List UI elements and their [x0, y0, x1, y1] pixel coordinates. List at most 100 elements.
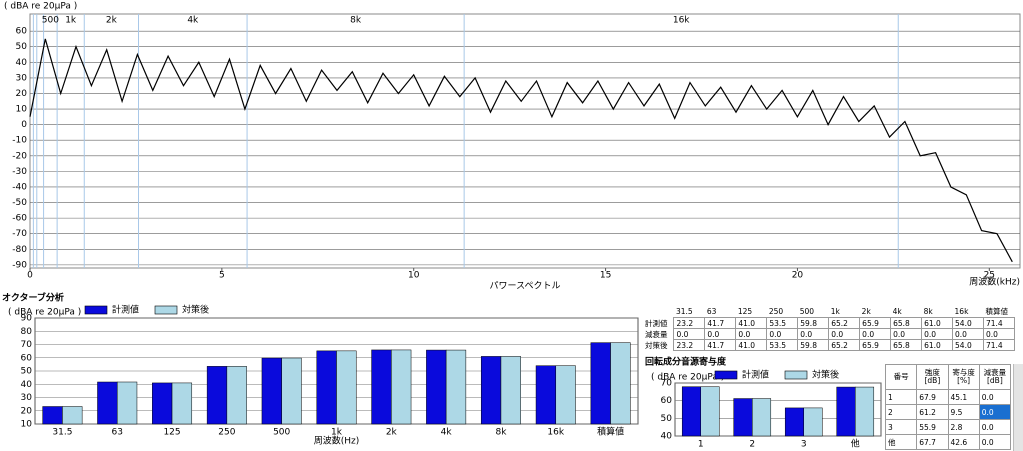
column-header: 減衰量[dB] — [978, 364, 1012, 390]
bar — [681, 386, 701, 437]
column-header: 31.5 — [675, 307, 693, 316]
table-row: 計測値 23.2 41.7 41.0 53.5 59.8 65.2 65.9 65.8 61.0 5… — [643, 317, 1016, 329]
x-tick-label: 2k — [386, 428, 398, 438]
x-tick-label: 5 — [219, 271, 225, 281]
column-header: 125 — [737, 307, 753, 316]
table-cell: 61.0 — [921, 339, 954, 351]
y-tick-label: 80 — [21, 327, 33, 337]
bar — [610, 342, 631, 425]
x-tick-label: 125 — [163, 428, 180, 438]
column-header: 寄与度[%] — [947, 364, 980, 390]
table-cell: 0.0 — [952, 328, 984, 340]
table-cell: 1 — [884, 389, 918, 405]
x-tick-label: 25 — [984, 271, 995, 281]
row-label: 対策後 — [645, 340, 668, 350]
octave-chart: オクターブ分析 ( dBA re 20μPa ) 計測値 対策後 10 20 30 40 50 6… — [2, 292, 639, 447]
table-cell: 41.7 — [704, 339, 737, 351]
bar — [555, 365, 576, 425]
table-cell: 59.8 — [797, 317, 830, 329]
bar — [590, 342, 611, 425]
table-cell: 2 — [884, 404, 918, 420]
y-tick-label: -20 — [12, 151, 27, 161]
table-cell: 0.0 — [978, 389, 1012, 405]
band-label: 4k — [187, 16, 199, 26]
x-tick-label: 500 — [273, 428, 290, 438]
y-tick-label: -60 — [12, 214, 27, 224]
bar — [855, 386, 875, 437]
octave-table: 31.5 63 125 250 500 1k 2k 4k 8k 16k 積算値 計測値 23.2 41.7… — [643, 306, 1016, 351]
bar — [803, 407, 823, 437]
column-header: 4k — [892, 307, 902, 316]
x-tick-label: 10 — [408, 271, 420, 281]
table-cell: 65.8 — [890, 339, 923, 351]
table-cell: 61.2 — [916, 404, 949, 420]
column-header: 番号 — [884, 364, 918, 390]
y-tick-label: 10 — [16, 105, 28, 115]
bar — [206, 366, 228, 425]
y-tick-label: -40 — [12, 182, 27, 192]
bar — [261, 357, 282, 425]
table-cell: 0.0 — [982, 328, 1016, 340]
table-row: 他 67.7 42.6 0.0 — [884, 434, 1012, 450]
y-tick-label: -50 — [12, 198, 27, 208]
x-tick-label: 他 — [851, 438, 860, 450]
y-axis-label: ( dBA re 20μPa ) — [8, 308, 81, 318]
table-cell: 0.0 — [978, 434, 1012, 450]
table-row: 対策後 23.2 41.7 41.0 53.5 59.8 65.2 65.9 65.8 61.0 5… — [643, 339, 1016, 351]
band-label: 2k — [106, 16, 118, 26]
bar — [480, 356, 502, 425]
bar — [226, 366, 247, 425]
bar — [116, 381, 138, 425]
x-tick-label: 4k — [441, 428, 453, 438]
x-tick-label: 1 — [698, 440, 704, 450]
table-cell[interactable]: 0.0 — [978, 404, 1012, 420]
legend-label: 計測値 — [112, 304, 139, 316]
table-cell: 61.0 — [921, 317, 954, 329]
legend-label: 対策後 — [812, 369, 839, 381]
x-tick-label: 8k — [495, 428, 507, 438]
table-cell: 0.0 — [797, 328, 830, 340]
bar — [152, 382, 173, 425]
table-cell: 0.0 — [704, 328, 737, 340]
table-cell: 23.2 — [673, 339, 706, 351]
y-tick-label: 90 — [21, 314, 33, 324]
x-tick-label: 250 — [218, 428, 235, 438]
bar — [316, 350, 337, 425]
band-label: 8k — [350, 16, 362, 26]
scrollbar[interactable] — [1013, 364, 1023, 451]
bar — [391, 349, 412, 425]
table-cell: 54.0 — [952, 339, 984, 351]
table-cell: 0.0 — [735, 328, 768, 340]
column-header: 500 — [799, 307, 815, 316]
bar — [281, 357, 302, 425]
table-cell: 0.0 — [978, 419, 1012, 435]
y-tick-label: 50 — [21, 367, 33, 377]
chart-caption: パワースペクトル — [490, 281, 561, 292]
table-cell: 41.0 — [735, 317, 768, 329]
y-tick-label: 60 — [16, 27, 28, 37]
table-cell: 67.7 — [916, 434, 949, 450]
table-cell: 71.4 — [982, 317, 1016, 329]
table-cell: 65.9 — [859, 339, 892, 351]
y-axis-label: ( dBA re 20μPa ) — [651, 373, 724, 383]
y-tick-label: -10 — [12, 136, 27, 146]
table-cell: 0.0 — [921, 328, 954, 340]
table-row: 31.5 63 125 250 500 1k 2k 4k 8k 16k 積算値 — [643, 306, 1015, 318]
y-tick-label: -70 — [12, 229, 27, 239]
y-tick-label: 0 — [21, 120, 27, 130]
table-row: 減衰量 0.0 0.0 0.0 0.0 0.0 0.0 0.0 0.0 0.0 0.0 0.0 — [643, 328, 1016, 340]
y-tick-label: 20 — [21, 406, 33, 416]
x-tick-label: 63 — [112, 428, 123, 438]
y-tick-label: 60 — [21, 353, 33, 363]
band-label: 1k — [65, 16, 77, 26]
legend-swatch — [714, 370, 738, 380]
y-tick-label: -30 — [12, 167, 27, 177]
y-tick-label: 40 — [16, 58, 28, 68]
table-cell: 65.2 — [828, 339, 861, 351]
x-tick-label: 1k — [331, 428, 343, 438]
bar — [784, 407, 805, 437]
table-cell: 9.5 — [947, 404, 980, 420]
y-tick-label: 30 — [16, 73, 28, 83]
x-tick-label: 積算値 — [597, 426, 624, 438]
